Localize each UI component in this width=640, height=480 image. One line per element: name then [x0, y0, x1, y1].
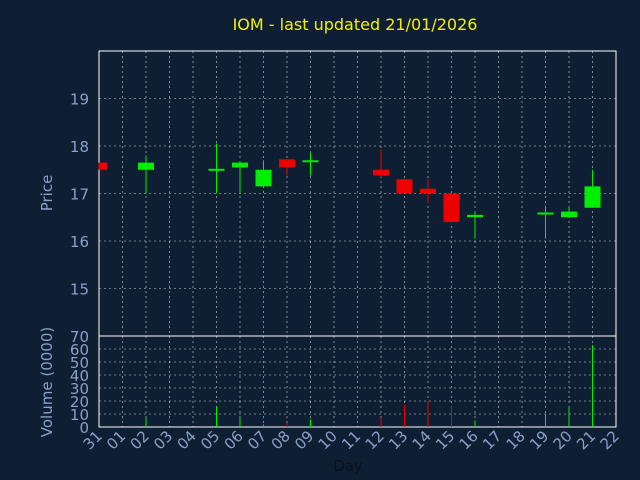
volume-tick-label: 50: [70, 354, 89, 372]
x-tick-label: 05: [197, 427, 223, 453]
volume-axis-label: Volume (0000): [38, 327, 56, 437]
x-tick-label: 17: [479, 427, 505, 453]
x-tick-label: 04: [174, 427, 200, 453]
x-tick-label: 03: [150, 427, 176, 453]
x-tick-label: 07: [244, 427, 270, 453]
x-axis-ticks: 3101020304050607080910111213141516171819…: [80, 427, 623, 453]
candle-body: [99, 162, 107, 170]
x-tick-label: 21: [573, 427, 599, 453]
price-axis-ticks: 15 16 17 18 19: [70, 91, 89, 299]
volume-tick-label: 40: [70, 367, 89, 385]
volume-tick-label: 10: [70, 406, 89, 424]
candle-body: [420, 188, 436, 194]
x-tick-label: 13: [385, 427, 411, 453]
volume-bars: [145, 345, 593, 427]
price-tick-label: 16: [70, 233, 89, 251]
candle-body: [255, 169, 272, 187]
volume-tick-label: 20: [70, 393, 89, 411]
x-tick-label: 15: [432, 427, 458, 453]
x-tick-label: 08: [268, 427, 294, 453]
x-tick-label: 20: [550, 427, 576, 453]
price-axis-label: Price: [38, 175, 56, 212]
x-tick-label: 02: [127, 427, 153, 453]
volume-tick-label: 60: [70, 341, 89, 359]
candle-body: [302, 160, 319, 163]
candle-body: [232, 162, 248, 168]
candle-body: [537, 212, 554, 215]
candle-body: [279, 159, 295, 168]
price-tick-label: 15: [70, 281, 89, 299]
candle-body: [396, 179, 413, 194]
x-tick-label: 09: [291, 427, 317, 453]
x-tick-label: 11: [338, 427, 364, 453]
volume-plot-frame: [98, 335, 617, 428]
x-tick-label: 16: [456, 427, 482, 453]
chart-title: IOM - last updated 21/01/2026: [233, 15, 478, 34]
volume-grid: [99, 336, 616, 427]
candle-body: [443, 193, 460, 222]
candle-body: [584, 186, 601, 208]
x-tick-label: 14: [409, 427, 435, 453]
x-tick-label: 10: [315, 427, 341, 453]
candles: [98, 143, 601, 239]
candle-body: [373, 169, 389, 176]
candle-body: [561, 211, 577, 218]
x-axis-label: Day: [333, 457, 363, 475]
x-tick-label: 06: [221, 427, 247, 453]
x-tick-label: 01: [103, 427, 129, 453]
price-tick-label: 17: [70, 186, 89, 204]
volume-tick-label: 70: [70, 328, 89, 346]
price-grid: [99, 51, 616, 336]
price-tick-label: 19: [70, 91, 89, 109]
candle-body: [208, 168, 225, 171]
x-tick-label: 12: [362, 427, 388, 453]
volume-tick-label: 30: [70, 380, 89, 398]
x-tick-label: 19: [526, 427, 552, 453]
x-tick-label: 22: [597, 427, 623, 453]
x-tick-label: 18: [503, 427, 529, 453]
volume-tick-label: 0: [79, 419, 89, 437]
candle-body: [138, 162, 154, 170]
price-plot-frame: [98, 50, 617, 337]
price-tick-label: 18: [70, 138, 89, 156]
candle-body: [467, 214, 483, 218]
